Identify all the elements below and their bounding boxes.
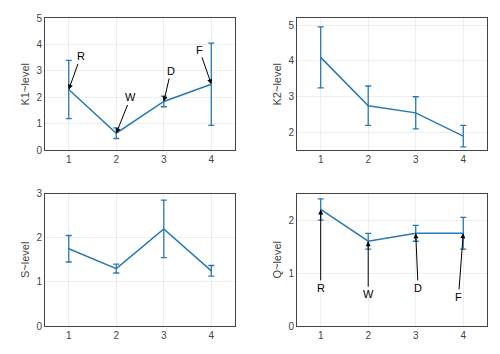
svg-text:1: 1 [288,268,294,279]
svg-text:1: 1 [36,118,42,129]
svg-text:1: 1 [66,330,72,341]
svg-text:S~level: S~level [19,242,31,278]
svg-text:0: 0 [36,145,42,156]
svg-text:5: 5 [36,13,42,24]
svg-text:4: 4 [36,39,42,50]
svg-text:0: 0 [36,321,42,332]
svg-text:4: 4 [288,55,294,66]
svg-text:F: F [455,291,462,303]
svg-text:5: 5 [288,20,294,31]
svg-text:3: 3 [288,91,294,102]
svg-text:2: 2 [365,154,371,165]
svg-text:2: 2 [36,92,42,103]
svg-text:0: 0 [288,321,294,332]
svg-text:2: 2 [288,215,294,226]
svg-text:2: 2 [113,154,119,165]
svg-text:D: D [414,282,422,294]
svg-text:K2~level: K2~level [271,63,283,106]
svg-text:Q~level: Q~level [271,241,283,279]
svg-text:R: R [317,282,325,294]
svg-text:2: 2 [288,127,294,138]
svg-text:1: 1 [66,154,72,165]
svg-text:K1~level: K1~level [19,63,31,106]
svg-text:4: 4 [460,154,466,165]
svg-text:2: 2 [36,232,42,243]
svg-text:W: W [125,91,136,103]
svg-text:4: 4 [460,330,466,341]
svg-text:R: R [77,50,85,62]
svg-text:4: 4 [209,154,215,165]
svg-text:4: 4 [209,330,215,341]
svg-text:3: 3 [161,154,167,165]
svg-text:1: 1 [318,154,324,165]
svg-text:2: 2 [365,330,371,341]
svg-text:W: W [363,288,374,300]
svg-text:3: 3 [36,65,42,76]
svg-text:F: F [196,44,203,56]
svg-text:3: 3 [161,330,167,341]
svg-text:1: 1 [318,330,324,341]
svg-text:2: 2 [113,330,119,341]
svg-text:3: 3 [413,330,419,341]
svg-text:3: 3 [36,188,42,199]
svg-text:1: 1 [36,276,42,287]
svg-text:D: D [167,65,175,77]
svg-text:3: 3 [413,154,419,165]
